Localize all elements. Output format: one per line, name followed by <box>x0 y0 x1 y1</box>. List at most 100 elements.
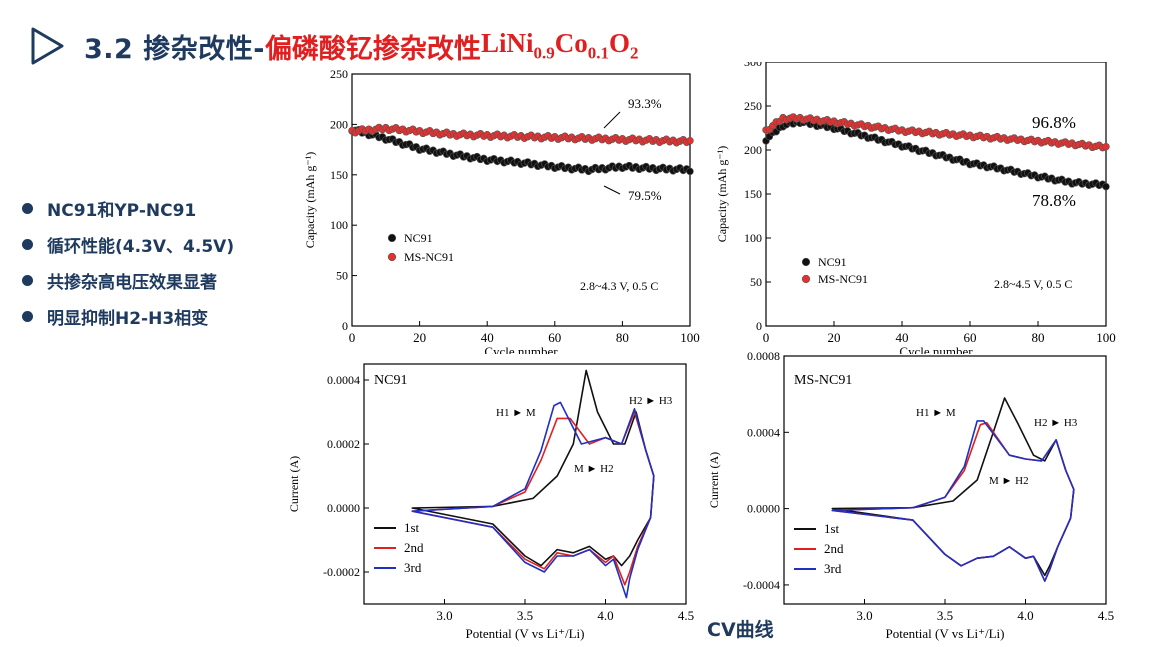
x-tick-label: 20 <box>413 330 426 345</box>
y-axis-label: Capacity (mAh g⁻¹) <box>303 152 317 249</box>
retention-annotation: 96.8% <box>1032 113 1076 132</box>
x-tick-label: 40 <box>481 330 494 345</box>
series-ms-nc91 <box>348 123 694 147</box>
y-tick-label: 50 <box>336 269 348 283</box>
y-tick-label: 0.0008 <box>747 352 780 363</box>
y-tick-label: 50 <box>750 275 762 289</box>
phase-annotation: H1 ► M <box>496 407 536 419</box>
y-tick-label: 250 <box>744 99 762 113</box>
x-tick-label: 0 <box>763 330 770 345</box>
x-tick-label: 0 <box>349 330 356 345</box>
bullet-dot-icon <box>22 274 33 286</box>
retention-annotation: 93.3% <box>628 96 662 111</box>
title-red: 偏磷酸钇掺杂改性 <box>264 33 481 65</box>
legend-label: 1st <box>824 521 840 536</box>
bullet-item: 共掺杂高电压效果显著 <box>22 262 234 298</box>
plot-frame <box>351 73 691 327</box>
x-tick-label: 3.5 <box>937 608 953 623</box>
legend-label: NC91 <box>404 231 433 245</box>
x-tick-label: 4.5 <box>678 608 694 623</box>
y-tick-label: 0.0004 <box>327 373 360 387</box>
y-axis-label: Capacity (mAh g⁻¹) <box>715 146 729 243</box>
y-tick-label: 100 <box>744 231 762 245</box>
title-prefix: 3.2 掺杂改性- <box>84 33 265 65</box>
retention-annotation: 78.8% <box>1032 191 1076 210</box>
x-axis-label: Potential (V vs Li⁺/Li) <box>886 626 1005 641</box>
y-tick-label: 0.0000 <box>747 502 780 516</box>
cv-curve-3rd <box>831 420 1075 582</box>
cv-curve-2nd <box>831 422 1075 582</box>
x-tick-label: 60 <box>964 330 977 345</box>
x-axis-label: Cycle number <box>484 344 558 354</box>
data-point <box>1102 182 1110 191</box>
annotation-arrow <box>603 185 621 195</box>
x-tick-label: 4.0 <box>597 608 613 623</box>
y-tick-label: 0.0004 <box>747 425 780 439</box>
phase-annotation: H2 ► H3 <box>629 395 673 407</box>
sample-label: MS-NC91 <box>794 373 852 388</box>
y-tick-label: 300 <box>744 62 762 69</box>
y-tick-label: 0.0000 <box>327 501 360 515</box>
bullet-item: 循环性能(4.3V、4.5V) <box>22 226 234 262</box>
legend-label: MS-NC91 <box>404 250 454 264</box>
x-axis-label: Cycle number <box>899 344 973 354</box>
legend-label: 1st <box>404 520 420 535</box>
bullet-dot-icon <box>22 310 33 322</box>
y-tick-label: -0.0004 <box>743 578 780 592</box>
legend-marker <box>801 257 811 267</box>
data-point <box>686 167 694 176</box>
x-tick-label: 100 <box>680 330 700 345</box>
data-point <box>1102 142 1110 151</box>
cycle-chart-4-3v: 0 20 40 60 80 100 0 50 100 150 200 250 Cycle number C… <box>303 67 700 354</box>
x-axis-label: Potential (V vs Li⁺/Li) <box>466 626 585 641</box>
slide-title: 3.2 掺杂改性- 偏磷酸钇掺杂改性 LiNi0.9Co0.1O2 <box>30 22 638 70</box>
x-tick-label: 4.0 <box>1017 608 1033 623</box>
phase-annotation: M ► H2 <box>574 463 614 475</box>
legend-marker <box>387 252 397 262</box>
y-tick-label: 200 <box>744 143 762 157</box>
legend-marker <box>387 233 397 243</box>
x-tick-label: 60 <box>548 330 561 345</box>
cycle-chart-4-5v: 0 20 40 60 80 100 0 50 100 150 200 250 300 Cycle numb… <box>715 62 1116 354</box>
x-tick-label: 80 <box>616 330 629 345</box>
phase-annotation: H2 ► H3 <box>1034 417 1078 429</box>
y-tick-label: 150 <box>744 187 762 201</box>
bullet-dot-icon <box>22 202 33 214</box>
legend-label: 2nd <box>404 540 424 555</box>
y-tick-label: 0.0002 <box>327 437 360 451</box>
y-tick-label: 250 <box>330 67 348 81</box>
y-axis-label: Current (A) <box>287 456 301 512</box>
y-tick-label: 100 <box>330 218 348 232</box>
condition-label: 2.8~4.5 V, 0.5 C <box>994 277 1072 291</box>
phase-annotation: H1 ► M <box>916 407 956 419</box>
y-axis-label: Current (A) <box>707 452 721 508</box>
x-tick-label: 3.5 <box>517 608 533 623</box>
bullet-dot-icon <box>22 238 33 250</box>
legend-label: 2nd <box>824 541 844 556</box>
data-point <box>686 137 694 145</box>
cv-caption: CV曲线 <box>707 619 774 641</box>
y-tick-label: 150 <box>330 168 348 182</box>
legend-label: 3rd <box>824 561 842 576</box>
cv-chart-ms-nc91: 3.0 3.5 4.0 4.5 -0.0004 0.0000 0.0004 0.0008 Pot… <box>707 352 1114 641</box>
title-formula: LiNi0.9Co0.1O2 <box>480 28 639 63</box>
legend-label: 3rd <box>404 560 422 575</box>
retention-annotation: 79.5% <box>628 188 662 203</box>
x-tick-label: 20 <box>828 330 841 345</box>
play-arrow-icon <box>31 27 64 65</box>
condition-label: 2.8~4.3 V, 0.5 C <box>580 279 658 293</box>
x-tick-label: 40 <box>896 330 909 345</box>
sample-label: NC91 <box>374 373 407 388</box>
legend-label: MS-NC91 <box>818 272 868 286</box>
series-nc91 <box>348 125 694 176</box>
phase-annotation: M ► H2 <box>989 475 1029 487</box>
x-tick-label: 100 <box>1096 330 1116 345</box>
bullet-item: 明显抑制H2-H3相变 <box>22 298 234 334</box>
legend-label: NC91 <box>818 255 847 269</box>
x-tick-label: 4.5 <box>1098 608 1114 623</box>
x-tick-label: 3.0 <box>856 608 872 623</box>
y-tick-label: 0 <box>342 319 348 333</box>
cv-chart-nc91: 3.0 3.5 4.0 4.5 -0.0002 0.0000 0.0002 0.0004 Pot… <box>287 363 694 641</box>
y-tick-label: 200 <box>330 117 348 131</box>
bullet-list: NC91和YP-NC91 循环性能(4.3V、4.5V) 共掺杂高电压效果显著 … <box>22 190 234 334</box>
